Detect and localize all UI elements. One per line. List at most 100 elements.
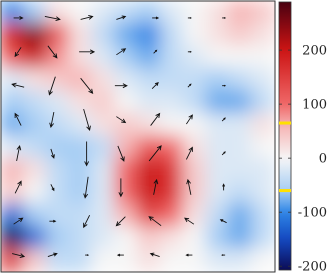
heat-cell: [91, 112, 117, 138]
heat-cell: [228, 180, 254, 206]
heat-cell: [91, 22, 117, 48]
vector-arrow: [150, 112, 161, 126]
heat-cell: [205, 248, 231, 272]
heat-cell: [1, 135, 25, 161]
heat-cell: [22, 1, 48, 25]
heat-cell: [91, 203, 117, 228]
heat-cell: [251, 22, 275, 48]
colorbar: [278, 1, 292, 271]
vector-arrow: [83, 176, 89, 199]
heat-cell: [228, 67, 254, 93]
vector-arrow: [186, 178, 192, 195]
heat-cell: [68, 180, 94, 206]
heat-cell: [68, 22, 94, 48]
heat-cell: [182, 158, 208, 183]
heat-cell: [228, 135, 254, 161]
vector-arrow: [222, 17, 227, 19]
heat-cell: [159, 180, 185, 206]
heat-cell: [182, 225, 208, 251]
vector-arrow: [85, 254, 90, 256]
vector-arrow: [14, 112, 22, 126]
heat-cell: [182, 203, 208, 228]
heat-cell: [137, 112, 162, 138]
heat-cell: [68, 67, 94, 93]
heat-cell: [205, 225, 231, 251]
heat-cell: [114, 225, 139, 251]
heat-cell: [159, 248, 185, 272]
vector-arrow: [79, 49, 96, 55]
vector-arrow: [151, 81, 159, 90]
heat-cell: [159, 45, 185, 70]
heat-cell: [137, 203, 162, 228]
heatmap: [1, 1, 275, 272]
heat-cell: [251, 135, 275, 161]
vector-arrow: [153, 178, 159, 195]
vector-arrow: [116, 116, 127, 124]
colorbar-tick-label: 200: [302, 44, 327, 59]
heat-cell: [137, 90, 162, 115]
vector-arrow: [221, 117, 226, 122]
heat-cell: [45, 180, 71, 206]
heat-cell: [228, 158, 254, 183]
heat-cell: [114, 67, 139, 93]
heat-cell: [91, 180, 117, 206]
vector-arrow: [116, 15, 127, 20]
heat-cell: [182, 112, 208, 138]
heat-cell: [68, 90, 94, 115]
heat-cell: [22, 90, 48, 115]
colorbar-tick-label: -100: [298, 206, 327, 221]
heat-cell: [159, 112, 185, 138]
heat-cell: [1, 45, 25, 70]
heat-cell: [68, 112, 94, 138]
vector-arrow: [185, 253, 193, 257]
heat-cell: [1, 1, 25, 25]
heat-cell: [68, 248, 94, 272]
heat-cell: [68, 45, 94, 70]
heat-cell: [205, 90, 231, 115]
heat-cell: [45, 225, 71, 251]
heat-cell: [22, 248, 48, 272]
vector-arrow: [221, 151, 226, 156]
vector-arrow: [44, 15, 61, 22]
heat-cell: [182, 180, 208, 206]
vector-arrow: [148, 145, 162, 162]
heat-cell: [1, 90, 25, 115]
heat-cell: [159, 225, 185, 251]
heat-cell: [114, 1, 139, 25]
heat-cell: [91, 1, 117, 25]
heat-cell: [205, 1, 231, 25]
heat-cell: [159, 135, 185, 161]
heat-cell: [182, 45, 208, 70]
heat-cell: [91, 45, 117, 70]
heat-cell: [137, 248, 162, 272]
heat-cell: [114, 248, 139, 272]
heat-cell: [91, 135, 117, 161]
heat-cell: [1, 67, 25, 93]
threshold-marker: [279, 189, 291, 193]
heat-cell: [114, 180, 139, 206]
vector-field: [11, 15, 227, 258]
vector-arrow: [14, 47, 22, 58]
heat-cell: [68, 1, 94, 25]
colorbar-tick-label: 0: [319, 152, 327, 167]
vector-arrow: [187, 50, 192, 53]
vector-arrow: [152, 16, 160, 20]
heat-cell: [22, 22, 48, 48]
heat-cell: [22, 158, 48, 183]
heat-cell: [228, 225, 254, 251]
vector-arrow: [222, 84, 227, 87]
heat-cell: [159, 67, 185, 93]
vector-arrow: [83, 214, 91, 229]
heat-cell: [137, 22, 162, 48]
heat-cell: [228, 248, 254, 272]
heat-cell: [1, 248, 25, 272]
heat-cell: [114, 90, 139, 115]
heat-cell: [22, 45, 48, 70]
vector-arrow: [222, 183, 226, 191]
heat-cell: [91, 67, 117, 93]
heat-cell: [91, 248, 117, 272]
heat-cell: [182, 67, 208, 93]
heat-cell: [182, 135, 208, 161]
vector-arrow: [187, 17, 192, 19]
vector-arrow: [117, 145, 125, 162]
